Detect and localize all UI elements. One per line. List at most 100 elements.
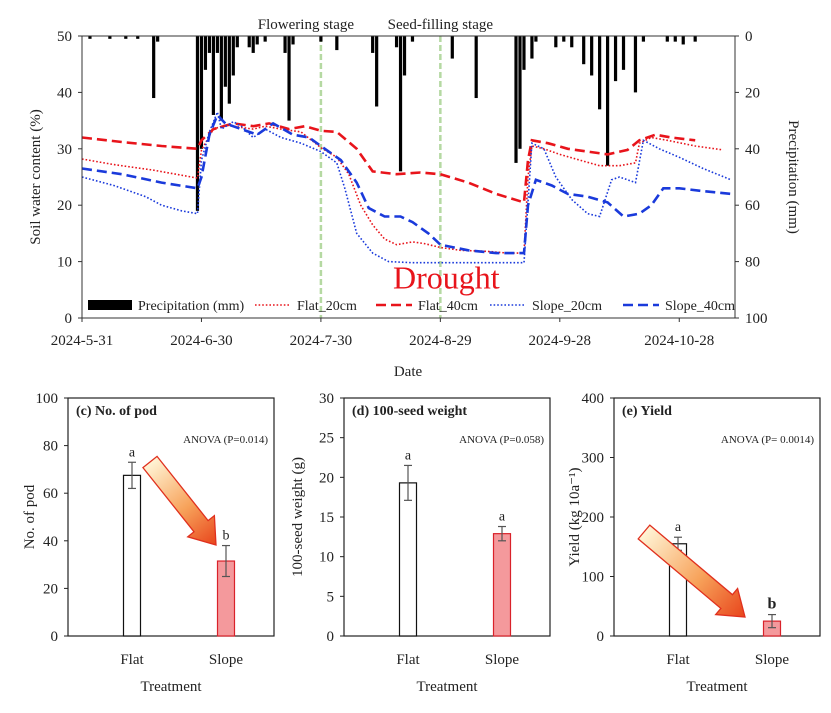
precipitation-bar <box>136 36 140 39</box>
y-tick-label: 400 <box>582 391 605 407</box>
seed-filling-stage-label: Seed-filling stage <box>388 17 494 33</box>
y-tick-label: 100 <box>36 391 59 407</box>
precipitation-bar <box>398 36 403 172</box>
precipitation-bar <box>402 36 407 76</box>
precipitation-bar <box>263 36 267 42</box>
y2-tick-label: 60 <box>745 198 760 214</box>
drought-label: Drought <box>393 260 500 296</box>
legend: Precipitation (mm) Flat_20cm Flat_40cm Slop… <box>88 299 735 314</box>
decline-arrow <box>142 455 217 546</box>
precipitation-bar <box>554 36 558 48</box>
precipitation-bar <box>152 36 156 99</box>
precipitation-bar <box>156 36 160 42</box>
y-tick-label: 40 <box>57 85 72 101</box>
y-axis-title: No. of pod <box>22 484 38 549</box>
x-axis-title: Treatment <box>416 679 478 695</box>
bar-flat <box>398 482 418 637</box>
precipitation-bar <box>570 36 574 48</box>
significance-letter: b <box>223 529 230 544</box>
flowering-stage-label: Flowering stage <box>258 17 355 33</box>
x-tick-label: Flat <box>396 652 420 668</box>
y-tick-label: 10 <box>57 255 72 271</box>
legend-swatch-precipitation <box>88 300 132 310</box>
precipitation-bar <box>562 36 566 42</box>
y-tick-label: 10 <box>319 550 334 566</box>
precipitation-bar <box>394 36 399 48</box>
series-line-flat-40cm <box>81 122 696 205</box>
panel-frame <box>67 397 275 637</box>
y-tick-label: 20 <box>57 198 72 214</box>
y2-tick-label: 40 <box>745 142 760 158</box>
y-tick-label: 50 <box>57 29 72 45</box>
y-tick-label: 15 <box>319 510 334 526</box>
precipitation-bar <box>522 36 526 70</box>
x-tick-label: Slope <box>485 652 520 668</box>
series-line-slope-20cm <box>81 109 732 264</box>
legend-label: Flat_40cm <box>418 299 478 314</box>
precipitation-bar <box>335 36 339 51</box>
precipitation-bar <box>474 36 478 99</box>
series-line-slope-40cm <box>81 112 732 255</box>
significance-letter: a <box>405 448 412 463</box>
panel-title: (c) No. of pod <box>76 404 157 419</box>
precipitation-bar <box>207 36 212 53</box>
precipitation-bar <box>665 36 669 42</box>
y-tick-label: 300 <box>582 451 605 467</box>
precipitation-bar <box>219 36 223 121</box>
y-tick-label: 5 <box>327 589 335 605</box>
y-tick-label: 200 <box>582 510 605 526</box>
significance-letter: a <box>129 445 136 460</box>
y2-tick-label: 80 <box>745 255 760 271</box>
precipitation-bar <box>514 36 518 163</box>
precipitation-bar <box>235 36 239 48</box>
y2-tick-label: 20 <box>745 85 760 101</box>
precipitation-bar <box>534 36 538 42</box>
y-tick-label: 0 <box>597 629 605 645</box>
precipitation-bar <box>371 36 375 53</box>
x-tick-label: Flat <box>666 652 690 668</box>
y-axis-title: Soil water content (%) <box>28 109 44 244</box>
x-tick-label: 2024-10-28 <box>644 333 714 349</box>
bar-panel-1: 0 20 40 60 80 100 a Flat b Slope (c) No. of pod ANO… <box>22 391 275 695</box>
precipitation-bar <box>247 36 251 48</box>
precipitation-bar <box>231 36 235 76</box>
panel-title: (d) 100-seed weight <box>352 404 467 419</box>
precipitation-bar <box>633 36 638 93</box>
panel-title: (e) Yield <box>622 404 672 419</box>
precipitation-bar <box>223 36 227 87</box>
y-tick-label: 0 <box>327 629 335 645</box>
precipitation-bar <box>319 36 323 42</box>
y2-tick-label: 0 <box>745 29 753 45</box>
y-tick-label: 30 <box>57 142 72 158</box>
y-tick-label: 0 <box>65 311 73 327</box>
series-line-flat-20cm <box>81 124 724 254</box>
significance-letter: a <box>499 510 506 525</box>
y-tick-label: 25 <box>319 431 334 447</box>
y-tick-label: 0 <box>51 629 59 645</box>
legend-label: Slope_20cm <box>532 299 602 314</box>
legend-label: Flat_20cm <box>297 299 357 314</box>
bar-flat <box>122 474 142 637</box>
precipitation-bar <box>251 36 255 53</box>
anova-label: ANOVA (P=0.058) <box>459 434 544 446</box>
x-tick-label: 2024-7-30 <box>290 333 353 349</box>
x-axis-title: Treatment <box>140 679 202 695</box>
precipitation-bar <box>203 36 208 70</box>
precipitation-bar <box>605 36 610 166</box>
bar-slope <box>492 533 512 637</box>
y2-axis-title: Precipitation (mm) <box>785 120 801 234</box>
x-tick-label: Flat <box>120 652 144 668</box>
decline-arrow <box>637 524 746 618</box>
precipitation-bar <box>590 36 594 76</box>
precipitation-bar <box>641 36 646 42</box>
bar-panel-3: 0 100 200 300 400 a Flat b Slope (e) Yield ANOVA (… <box>567 391 821 695</box>
y-tick-label: 40 <box>43 534 58 550</box>
precipitation-bar <box>108 36 112 39</box>
x-tick-label: Slope <box>755 652 790 668</box>
x-axis-title: Date <box>394 364 423 380</box>
y2-tick-label: 100 <box>745 311 768 327</box>
legend-label: Precipitation (mm) <box>138 299 244 314</box>
significance-letter: a <box>675 520 682 535</box>
